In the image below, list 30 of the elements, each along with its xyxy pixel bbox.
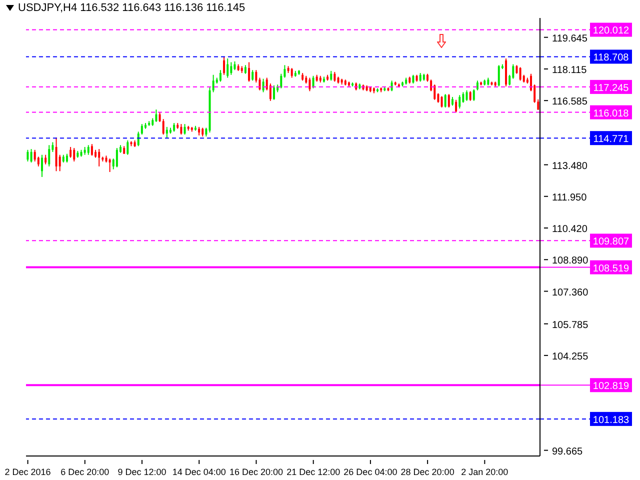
x-tick-label: 28 Dec 20:00 bbox=[400, 467, 454, 477]
x-tick-label: 2 Dec 2016 bbox=[4, 467, 51, 477]
y-tick-label: 116.585 bbox=[552, 96, 588, 108]
ref-line-label: 101.183 bbox=[592, 414, 630, 426]
x-tick-label: 21 Dec 12:00 bbox=[286, 467, 340, 477]
ref-line-label: 114.771 bbox=[593, 134, 630, 146]
x-tick-label: 14 Dec 04:00 bbox=[172, 467, 226, 477]
ref-line-label: 109.807 bbox=[592, 236, 630, 248]
ref-line-label: 117.245 bbox=[593, 82, 630, 94]
y-tick-label: 108.890 bbox=[552, 256, 589, 267]
ref-line-label: 118.708 bbox=[593, 52, 630, 64]
ref-line-label: 102.819 bbox=[592, 381, 630, 392]
y-tick-label: 118.115 bbox=[552, 64, 588, 76]
y-tick-label: 99.665 bbox=[552, 446, 584, 458]
x-tick-label: 9 Dec 12:00 bbox=[118, 467, 166, 477]
x-tick-label: 16 Dec 20:00 bbox=[229, 467, 284, 477]
ref-line-label: 120.012 bbox=[592, 26, 630, 37]
y-tick-label: 113.480 bbox=[552, 160, 588, 172]
y-tick-label: 107.360 bbox=[552, 287, 589, 298]
y-tick-label: 110.420 bbox=[552, 224, 588, 236]
y-tick-label: 105.785 bbox=[552, 320, 589, 331]
y-tick-label: 119.645 bbox=[552, 33, 588, 44]
ref-line-label: 108.519 bbox=[592, 263, 630, 274]
y-tick-label: 104.255 bbox=[552, 351, 589, 362]
x-tick-label: 26 Dec 04:00 bbox=[344, 467, 398, 477]
chart-title: USDJPY,H4 116.532 116.643 116.136 116.145 bbox=[18, 2, 246, 14]
y-tick-label: 111.950 bbox=[552, 192, 588, 204]
x-tick-label: 6 Dec 20:00 bbox=[60, 467, 110, 477]
x-tick-label: 2 Jan 20:00 bbox=[461, 467, 508, 477]
ref-line-label: 116.018 bbox=[593, 108, 630, 120]
